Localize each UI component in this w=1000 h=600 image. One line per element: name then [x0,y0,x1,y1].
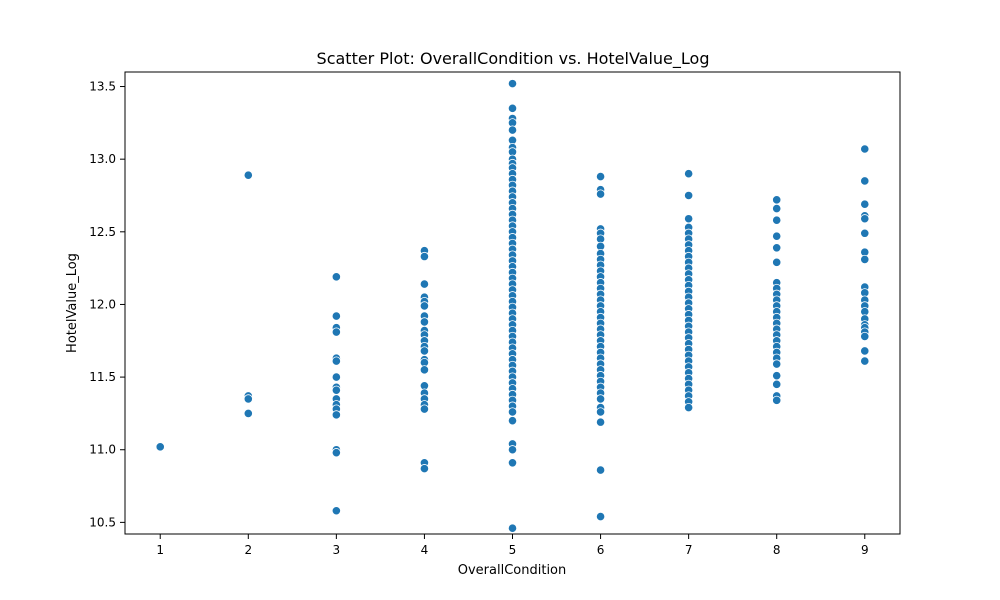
data-point [860,199,870,209]
data-point [595,172,606,182]
y-tick-label: 13.5 [89,80,116,94]
chart-title: Scatter Plot: OverallCondition vs. Hotel… [317,49,710,69]
data-point [507,458,518,468]
data-point [684,169,694,179]
y-tick-label: 13.0 [89,152,116,166]
x-tick-label: 5 [509,543,517,557]
data-point [772,243,782,253]
data-point [507,79,518,89]
data-point [331,372,341,382]
data-point [507,445,518,455]
data-point [860,214,870,224]
data-point [772,195,782,205]
x-tick-label: 3 [333,543,341,557]
x-axis: 1 2 3 4 5 6 7 8 9 [156,534,869,557]
data-point [772,257,782,267]
y-tick-label: 10.5 [89,515,116,529]
y-tick-label: 11.5 [89,370,116,384]
data-point [507,125,518,135]
data-point [507,103,518,113]
data-point [507,523,518,533]
data-point [155,442,165,452]
data-point [595,511,606,522]
points-layer [155,79,870,533]
data-point [595,417,606,427]
data-point [419,464,430,474]
data-point [419,346,430,356]
data-point [595,465,606,475]
data-point [419,301,430,311]
y-tick-label: 12.5 [89,225,116,239]
data-point [595,407,606,417]
data-point [331,385,341,395]
data-point [331,410,341,420]
data-point [772,359,782,369]
data-point [419,279,430,289]
data-point [595,189,606,199]
data-point [331,506,341,516]
x-tick-label: 6 [597,543,605,557]
data-point [331,272,341,282]
data-point [331,311,341,321]
data-point [243,170,253,180]
data-point [507,416,518,426]
data-point [860,176,870,186]
x-tick-label: 7 [685,543,693,557]
data-point [772,215,782,225]
data-point [331,327,341,337]
data-point [772,371,782,381]
y-tick-label: 11.0 [89,443,116,457]
x-tick-label: 4 [421,543,429,557]
data-point [860,228,870,238]
data-point [419,317,430,327]
data-point [772,395,782,405]
data-point [860,356,870,366]
data-point [331,448,341,458]
data-point [419,251,430,262]
x-axis-label: OverallCondition [458,563,567,578]
data-point [243,394,253,404]
data-point [507,407,518,417]
data-point [243,408,253,419]
y-axis-label: HotelValue_Log [65,253,80,353]
data-point [772,203,782,214]
data-point [684,214,694,224]
y-axis: 10.5 11.0 11.5 12.0 12.5 13.0 13.5 [89,80,125,529]
data-point [772,379,782,389]
x-tick-label: 9 [861,543,869,557]
data-point [331,356,341,366]
data-point [684,402,694,413]
x-tick-label: 8 [773,543,781,557]
x-tick-label: 1 [156,543,164,557]
y-tick-label: 12.0 [89,297,116,311]
data-point [419,404,430,414]
data-point [419,365,430,375]
x-tick-label: 2 [244,543,252,557]
data-point [860,144,870,154]
data-point [860,331,870,342]
data-point [595,394,606,404]
data-point [772,231,782,241]
data-point [684,190,694,201]
data-point [860,346,870,356]
data-point [860,254,870,265]
